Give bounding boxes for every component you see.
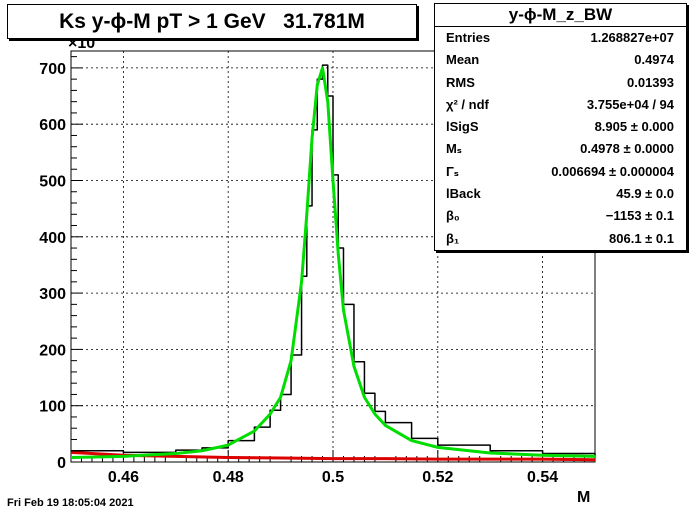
stats-label: β₀ [446, 208, 460, 224]
y-tick-label: 0 [57, 455, 66, 472]
stats-label: lBack [446, 186, 481, 202]
stats-value: −1153 ± 0.1 [605, 208, 674, 224]
histogram-line [71, 64, 596, 456]
stats-value: 45.9 ± 0.0 [616, 186, 674, 202]
y-tick-label: 200 [39, 342, 66, 359]
stats-label: RMS [446, 74, 475, 90]
y-tick-label: 100 [39, 399, 66, 416]
y-tick-label: 600 [39, 117, 66, 134]
chart-title: Ks y-ϕ-M pT > 1 GeV 31.781M [7, 4, 417, 39]
stats-row: lSigS 8.905 ± 0.000 [435, 116, 686, 138]
x-tick-label: 0.46 [108, 469, 139, 486]
stats-row: lBack 45.9 ± 0.0 [435, 183, 686, 205]
stats-row: χ² / ndf 3.755e+04 / 94 [435, 94, 686, 116]
y-tick-label: 700 [39, 61, 66, 78]
y-tick-labels: 0 100 200 300 400 500 600 700 [39, 61, 66, 472]
stats-value: 806.1 ± 0.1 [609, 230, 674, 246]
y-multiplier-label: ×10 [68, 35, 95, 52]
data-series [70, 64, 596, 462]
y-tick-label: 300 [39, 286, 66, 303]
x-tick-labels: 0.46 0.48 0.5 0.52 0.54 [108, 469, 558, 486]
x-tick-label: 0.52 [422, 469, 453, 486]
stats-label: χ² / ndf [446, 96, 489, 112]
stats-row: β₀ −1153 ± 0.1 [435, 205, 686, 227]
stats-label: β₁ [446, 230, 460, 246]
x-axis-label: M [577, 489, 590, 506]
stats-rows: Entries 1.268827e+07 Mean 0.4974 RMS 0.01393 χ… [435, 27, 686, 250]
stats-value: 8.905 ± 0.000 [594, 119, 674, 135]
stats-value: 0.4974 [634, 52, 674, 68]
stats-label: Entries [446, 30, 491, 45]
stats-box: y-ϕ-M_z_BW Entries 1.268827e+07 Mean 0.4974… [434, 3, 687, 251]
stats-value: 0.006694 ± 0.000004 [551, 163, 674, 179]
y-tick-label: 400 [39, 230, 66, 247]
stats-label: lSigS [446, 119, 479, 135]
x-tick-label: 0.5 [322, 469, 344, 486]
stats-row: β₁ 806.1 ± 0.1 [435, 228, 686, 250]
x-tick-label: 0.48 [213, 469, 244, 486]
stats-value: 1.268827e+07 [590, 30, 674, 45]
stats-row: Mₛ 0.4978 ± 0.0000 [435, 138, 686, 160]
stats-value: 0.01393 [627, 74, 674, 90]
stats-row: Mean 0.4974 [435, 49, 686, 71]
stats-value: 0.4978 ± 0.0000 [580, 141, 674, 157]
stats-row: Entries 1.268827e+07 [435, 27, 686, 49]
x-tick-label: 0.54 [527, 469, 558, 486]
fit-total-line [70, 66, 596, 459]
stats-row: RMS 0.01393 [435, 72, 686, 94]
stats-label: Mean [446, 52, 480, 68]
timestamp: Fri Feb 19 18:05:04 2021 [7, 497, 134, 509]
stats-row: Γₛ 0.006694 ± 0.000004 [435, 161, 686, 183]
stats-title: y-ϕ-M_z_BW [435, 4, 686, 27]
stats-value: 3.755e+04 / 94 [586, 96, 674, 112]
stats-label: Mₛ [446, 141, 462, 157]
stats-label: Γₛ [446, 163, 459, 179]
y-tick-label: 500 [39, 173, 66, 190]
